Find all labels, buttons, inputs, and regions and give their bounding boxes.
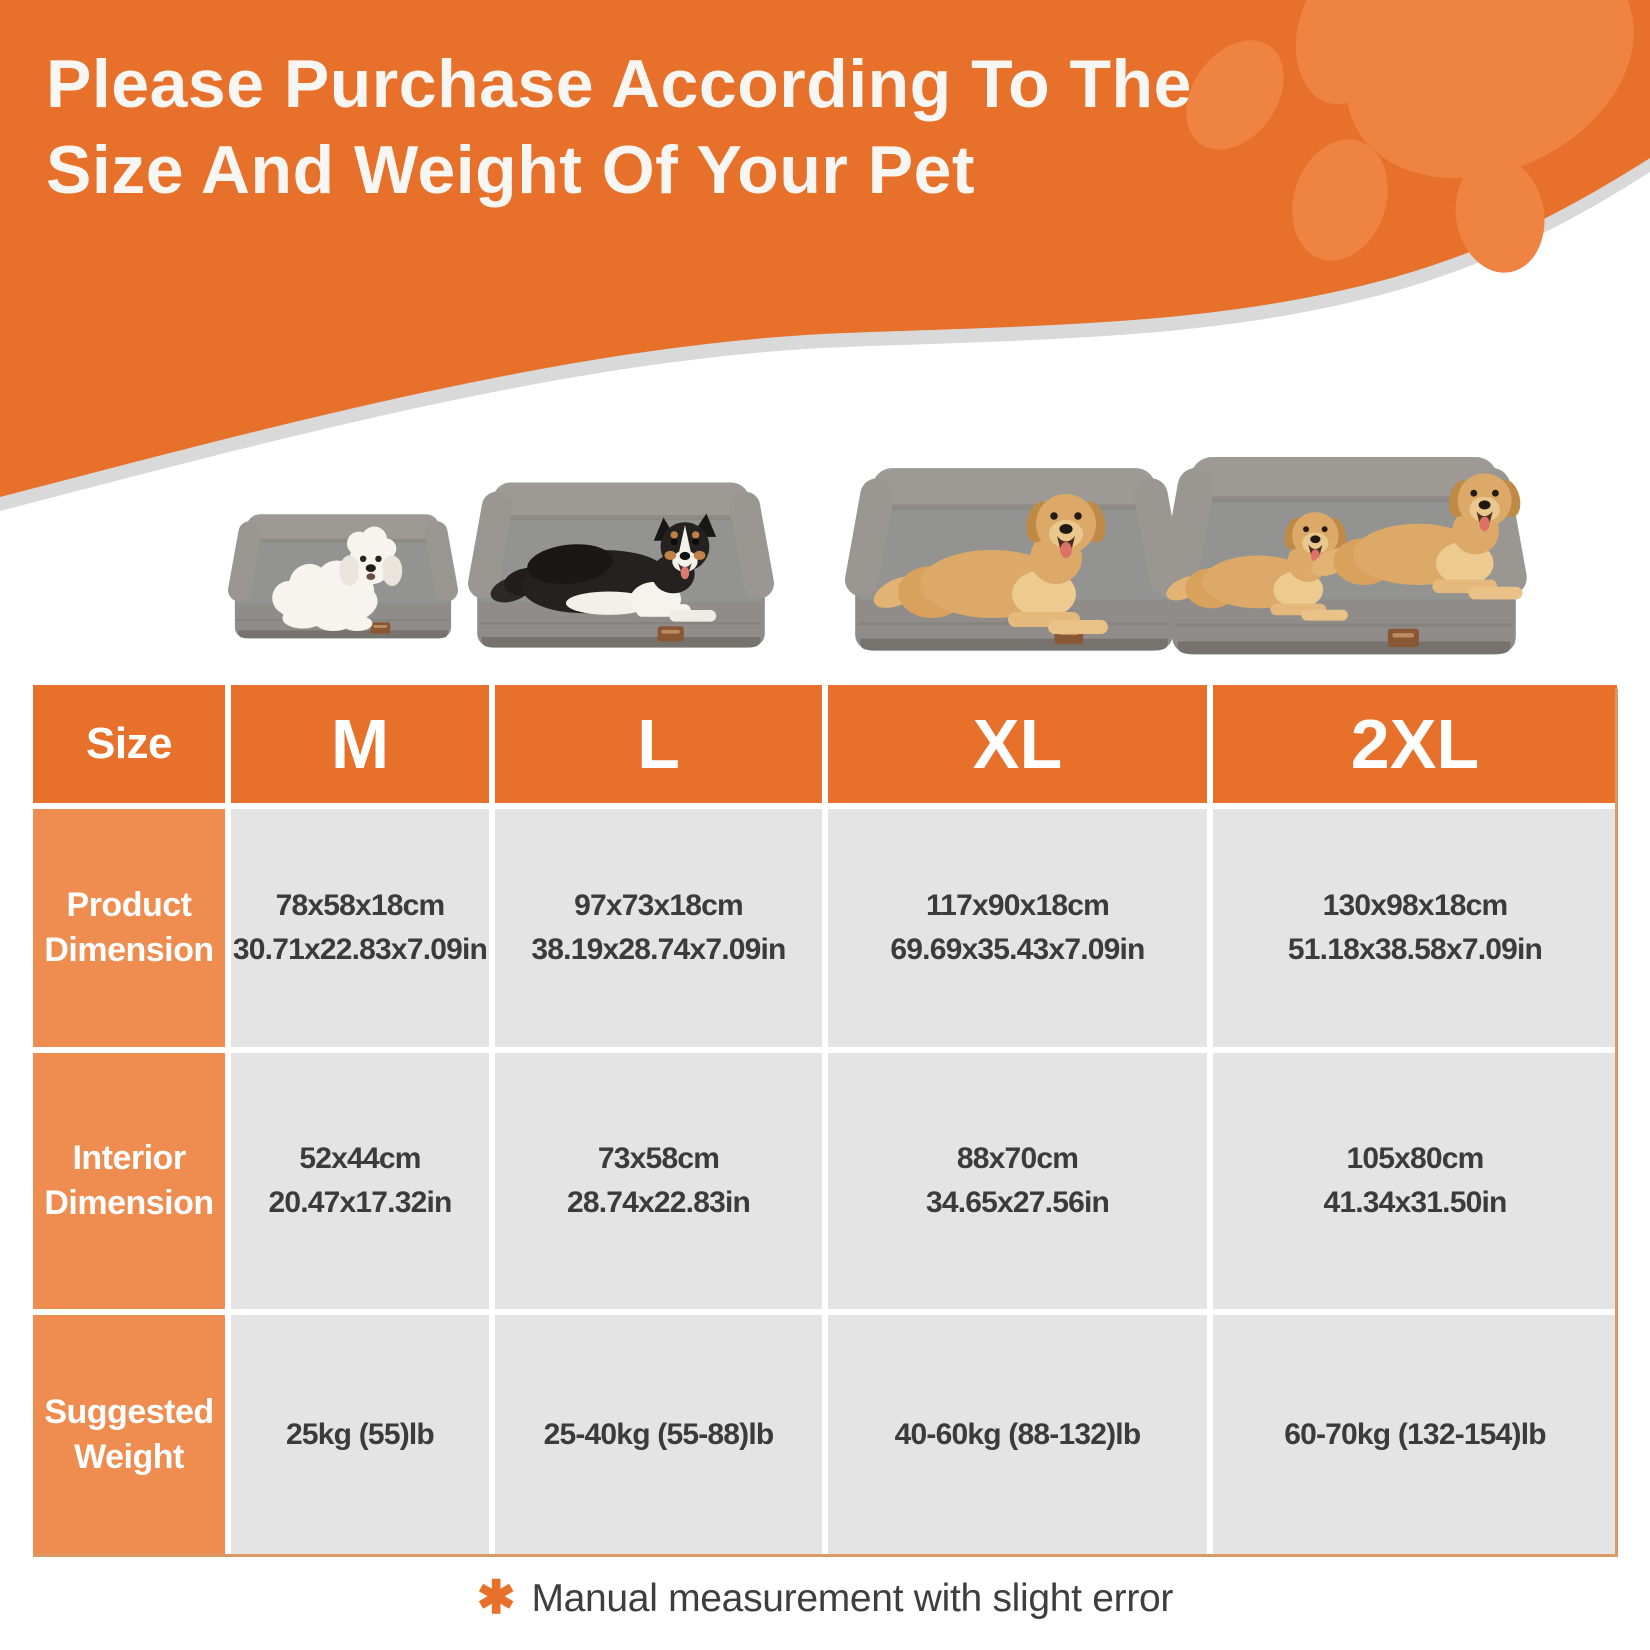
table-cell-suggested-weight-m: 25kg (55)lb	[231, 1315, 489, 1554]
bed-photo-m	[235, 527, 451, 639]
asterisk-icon: ✱	[476, 1571, 516, 1623]
footnote-text: Manual measurement with slight error	[531, 1577, 1174, 1620]
table-bottom-border	[33, 1554, 1618, 1557]
table-cell-suggested-weight-2xl: 60-70kg (132-154)lb	[1213, 1315, 1617, 1554]
page-title-line1: Please Purchase According To The	[46, 46, 1192, 122]
column-header-l: L	[495, 685, 822, 803]
table-cell-interior-dimension-xl: 88x70cm 34.65x27.56in	[828, 1053, 1207, 1309]
table-cell-product-dimension-l: 97x73x18cm 38.19x28.74x7.09in	[495, 809, 822, 1047]
table-cell-product-dimension-2xl: 130x98x18cm 51.18x38.58x7.09in	[1213, 809, 1617, 1047]
column-header-m: M	[231, 685, 489, 803]
table-cell-suggested-weight-l: 25-40kg (55-88)lb	[495, 1315, 822, 1554]
column-header-2xl: 2XL	[1213, 685, 1617, 803]
table-cell-product-dimension-m: 78x58x18cm 30.71x22.83x7.09in	[231, 809, 489, 1047]
column-header-xl: XL	[828, 685, 1207, 803]
footnote: ✱ Manual measurement with slight error	[0, 1571, 1650, 1623]
page-title: Please Purchase According To The Size An…	[46, 42, 1192, 213]
table-cell-product-dimension-xl: 117x90x18cm 69.69x35.43x7.09in	[828, 809, 1207, 1047]
bed-photo-xl	[855, 488, 1173, 650]
table-right-border	[1615, 689, 1618, 1557]
paw-print-icon	[1186, 0, 1634, 273]
row-header-product-dimension: Product Dimension	[33, 809, 225, 1047]
bed-photo-l	[477, 501, 765, 648]
table-cell-interior-dimension-m: 52x44cm 20.47x17.32in	[231, 1053, 489, 1309]
table-cell-suggested-weight-xl: 40-60kg (88-132)lb	[828, 1315, 1207, 1554]
hero-graphic	[0, 0, 1650, 672]
table-cell-interior-dimension-2xl: 105x80cm 41.34x31.50in	[1213, 1053, 1617, 1309]
bed-photo-2xl	[1163, 473, 1524, 654]
row-header-suggested-weight: Suggested Weight	[33, 1315, 225, 1554]
table-cell-interior-dimension-l: 73x58cm 28.74x22.83in	[495, 1053, 822, 1309]
row-header-interior-dimension: Interior Dimension	[33, 1053, 225, 1309]
table-corner-size-label: Size	[33, 685, 225, 803]
page-title-line2: Size And Weight Of Your Pet	[46, 131, 976, 208]
size-table: Size M L XL 2XL Product Dimension 78x58x18cm 30.…	[33, 685, 1617, 1554]
